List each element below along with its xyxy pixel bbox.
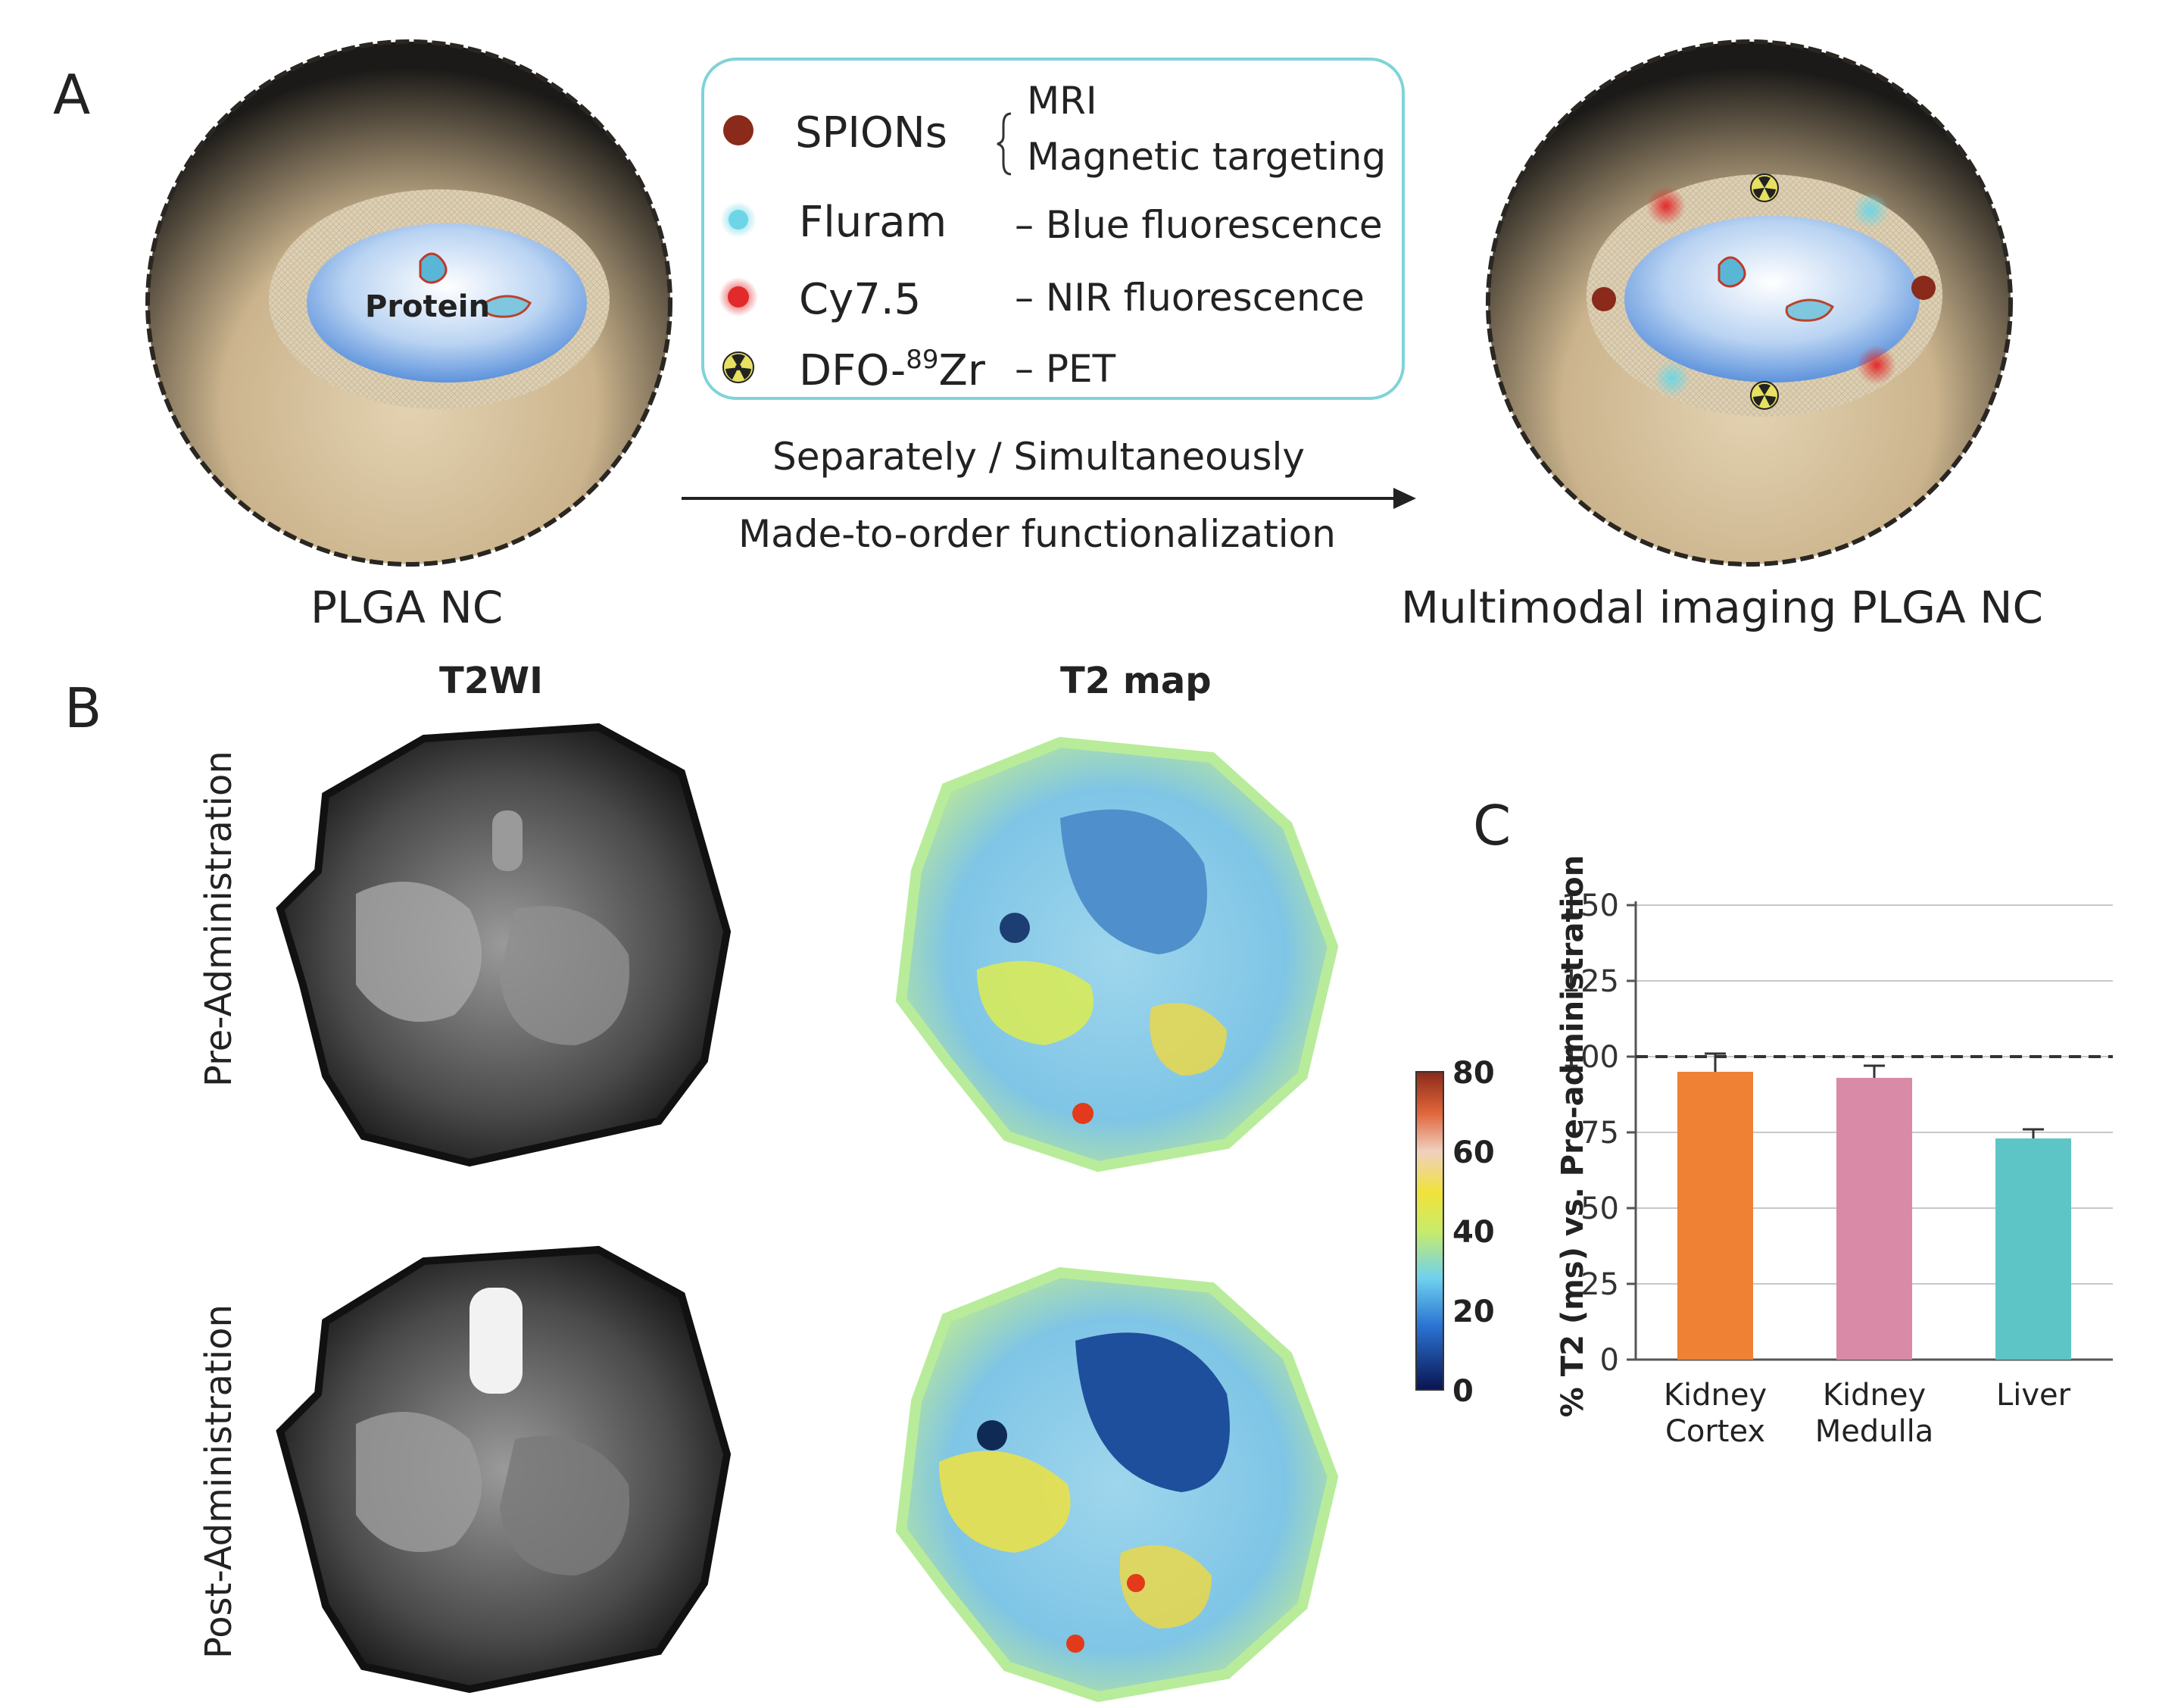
fluram-particle (1654, 361, 1690, 397)
arrow-bottom-label: Made-to-order functionalization (738, 512, 1336, 556)
spions-dot (723, 115, 753, 145)
y-tick-label: 50 (1580, 1191, 1619, 1226)
panel-b-label: B (64, 676, 101, 740)
x-tick-label: Kidney (1664, 1378, 1767, 1413)
spions-use-mri: MRI (1027, 79, 1097, 123)
radiation-icon (1750, 173, 1779, 202)
t2wi-pre-image (276, 723, 732, 1167)
panel-c-label: C (1473, 794, 1511, 857)
cy75-particle (1646, 186, 1686, 226)
colorbar-tick: 60 (1452, 1135, 1495, 1170)
y-tick-label: 25 (1580, 1267, 1619, 1302)
x-tick-label: Liver (1996, 1378, 2071, 1413)
y-tick-label: 125 (1562, 964, 1619, 999)
radiation-icon (722, 351, 754, 383)
x-tick-label: Kidney (1823, 1378, 1926, 1413)
x-tick-label: Medulla (1815, 1414, 1934, 1449)
y-tick-label: 0 (1600, 1343, 1619, 1378)
y-tick-label: 150 (1562, 888, 1619, 923)
fluram-label: Fluram (799, 198, 947, 247)
protein-icon (419, 252, 532, 318)
fluram-use: – Blue fluorescence (1015, 203, 1383, 247)
arrow-top-label: Separately / Simultaneously (772, 435, 1305, 479)
bar (1836, 1078, 1912, 1360)
cy75-label: Cy7.5 (799, 275, 921, 324)
t2map-pre-image (895, 736, 1339, 1173)
x-tick-label: Cortex (1665, 1414, 1765, 1449)
spions-use-targeting: Magnetic targeting (1027, 135, 1386, 179)
t2wi-post-image (276, 1245, 732, 1694)
legend-box: SPIONs MRI Magnetic targeting Fluram – B… (701, 58, 1405, 400)
cy75-use: – NIR fluorescence (1015, 276, 1365, 320)
row-label-pre: Pre-Administration (198, 751, 240, 1087)
dfo-use: – PET (1015, 347, 1116, 391)
y-tick-label: 75 (1580, 1116, 1619, 1151)
t2wi-heading: T2WI (439, 660, 543, 702)
multimodal-caption: Multimodal imaging PLGA NC (1401, 582, 2043, 633)
bar (1995, 1138, 2071, 1360)
radiation-icon (1750, 381, 1779, 410)
colorbar-tick: 80 (1452, 1056, 1495, 1091)
colorbar-tick: 20 (1452, 1294, 1495, 1329)
y-tick-label: 100 (1562, 1040, 1619, 1075)
t2map-post-image (895, 1266, 1339, 1703)
t2map-heading: T2 map (1060, 660, 1212, 702)
colorbar-tick: 0 (1452, 1374, 1474, 1409)
fluram-particle (1852, 192, 1889, 229)
spions-label: SPIONs (795, 108, 947, 158)
row-label-post: Post-Administration (198, 1304, 240, 1659)
dfo-label: DFO-89Zr (799, 345, 986, 395)
plga-nc-caption: PLGA NC (310, 582, 503, 633)
panel-a-label: A (53, 63, 90, 126)
bar (1677, 1072, 1753, 1360)
cy75-particle (1857, 345, 1896, 385)
spions-particle (1592, 287, 1616, 311)
plga-nc-illustration: Protein (145, 39, 672, 567)
multimodal-nc-illustration (1486, 39, 2013, 567)
y-axis-label: % T2 (ms) vs. Pre-administration (1555, 855, 1590, 1417)
colorbar-tick: 40 (1452, 1215, 1495, 1250)
protein-label: Protein (365, 289, 490, 324)
t2-bar-chart: 0 25 50 75 100 125 150% T2 (ms) vs. Pre-admini… (1555, 855, 2113, 1449)
t2-colorbar: 80 60 40 20 0 (1415, 1056, 1495, 1409)
spions-particle (1911, 276, 1936, 300)
arrow-head (1393, 488, 1416, 509)
